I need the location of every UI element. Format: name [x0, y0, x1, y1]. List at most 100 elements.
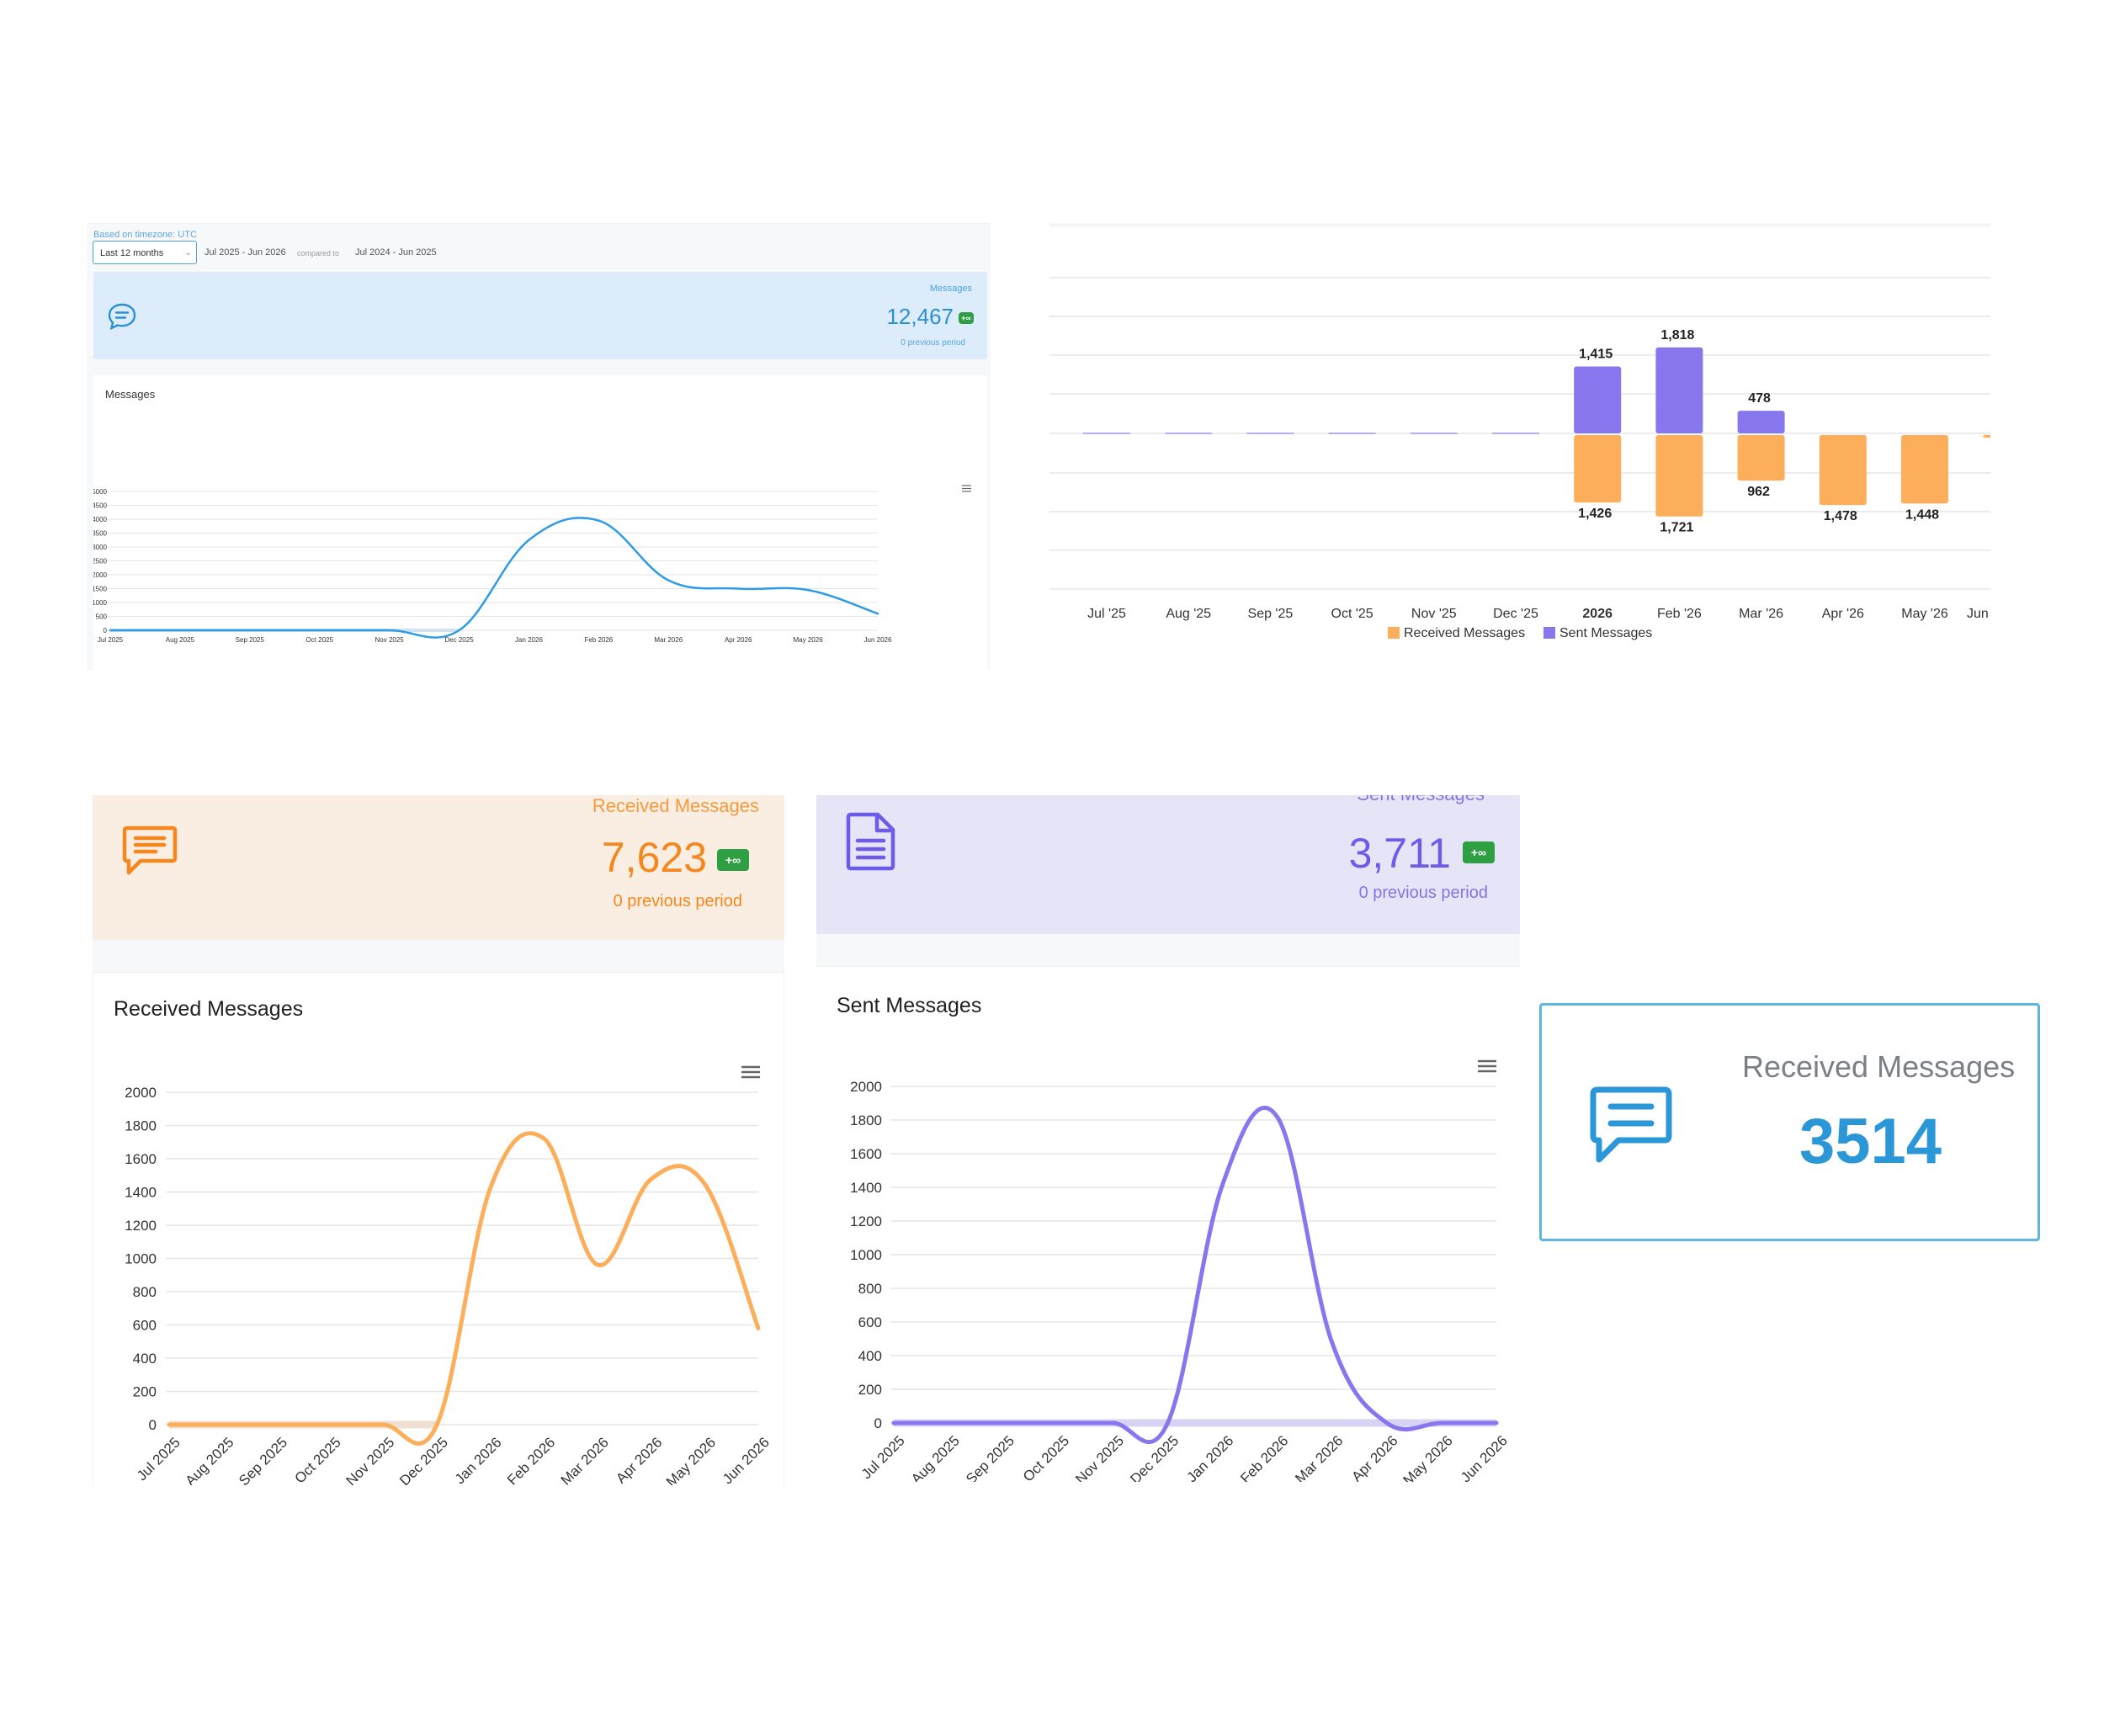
- y-tick-label: 3500: [93, 529, 108, 537]
- y-tick-label: 1800: [850, 1112, 882, 1128]
- x-tick-label: Mar 2026: [654, 636, 683, 644]
- x-tick-label: Apr 2026: [1348, 1432, 1400, 1482]
- kpi-label: Sent Messages: [1357, 795, 1485, 805]
- kpi-previous-period: 0 previous period: [613, 892, 742, 910]
- y-tick-label: 200: [858, 1382, 882, 1398]
- x-tick-label: Apr '26: [1822, 607, 1864, 621]
- bar-sent: [1655, 347, 1703, 433]
- bar-received: [1901, 435, 1948, 504]
- x-tick-label: Jan 2026: [1183, 1432, 1236, 1482]
- x-tick-label: May '26: [1901, 607, 1948, 621]
- chart-title: Messages: [105, 388, 156, 401]
- x-tick-label: Nov 2025: [343, 1434, 397, 1485]
- period-select-value: Last 12 months: [100, 248, 164, 258]
- x-tick-label: Jan 2026: [452, 1434, 505, 1485]
- received-line-chart: 0 200 400 600 800 1000 1200 1400 1600 1800 2000 Jul…: [125, 1065, 773, 1485]
- x-tick-label: Sep '25: [1248, 607, 1294, 621]
- x-tick-label: Jul 2025: [858, 1432, 908, 1482]
- change-badge: +∞: [717, 849, 749, 871]
- chat-bubble-icon: [122, 826, 178, 875]
- y-tick-label: 600: [133, 1317, 157, 1333]
- y-tick-label: 1800: [125, 1118, 157, 1133]
- y-tick-label: 400: [858, 1348, 882, 1364]
- chart-title: Received Messages: [114, 997, 304, 1021]
- y-tick-label: 1400: [850, 1180, 882, 1196]
- y-tick-label: 2500: [93, 557, 108, 565]
- x-tick-label: 2026: [1582, 607, 1613, 621]
- received-messages-card[interactable]: Received Messages 3514: [1539, 1003, 2040, 1241]
- compared-to-label: compared to: [297, 249, 340, 257]
- kpi-value: 12,467: [886, 304, 954, 329]
- y-tick-label: 1600: [850, 1146, 882, 1162]
- sent-chart-card: Sent Messages 0 200 400 600 800 1000 1200 1400 1…: [816, 966, 1520, 1482]
- x-tick-label: Feb '26: [1657, 607, 1702, 621]
- hamburger-menu-icon[interactable]: [962, 485, 971, 492]
- x-tick-label: Jun 2026: [1458, 1432, 1511, 1482]
- bar-received: [1574, 435, 1622, 503]
- x-tick-label: Oct '25: [1331, 607, 1373, 621]
- series-line: [109, 517, 879, 639]
- current-range: Jul 2025 - Jun 2026: [205, 247, 286, 257]
- x-tick-label: Feb 2026: [504, 1434, 558, 1485]
- y-tick-label: 1200: [125, 1218, 157, 1234]
- x-tick-label: Jul 2025: [134, 1434, 183, 1484]
- y-tick-label: 2000: [850, 1079, 882, 1095]
- stacked-messages-panel: Jul '25 Aug '25 Sep '25 Oct '25 Nov '25 Dec '…: [1049, 223, 1990, 648]
- y-tick-label: 600: [858, 1314, 882, 1330]
- bar-label: 1,448: [1905, 507, 1939, 522]
- y-tick-label: 200: [133, 1383, 157, 1399]
- y-tick-label: 1200: [850, 1213, 882, 1229]
- x-tick-label: Oct 2025: [1020, 1432, 1072, 1482]
- kpi-label: Received Messages: [592, 795, 759, 816]
- chevron-down-icon: ⌄: [184, 248, 192, 257]
- y-tick-label: 1000: [93, 599, 108, 607]
- kpi-value: 3,711: [1348, 830, 1451, 877]
- y-tick-label: 0: [874, 1415, 882, 1431]
- bar-received: [1655, 435, 1703, 517]
- hamburger-menu-icon[interactable]: [1478, 1059, 1496, 1073]
- series-line: [891, 1105, 1499, 1445]
- y-tick-label: 1600: [125, 1151, 157, 1167]
- x-tick-label: Aug 2025: [166, 636, 195, 644]
- y-tick-label: 400: [133, 1351, 157, 1367]
- stacked-bar-chart: Jul '25 Aug '25 Sep '25 Oct '25 Nov '25 Dec '…: [1049, 277, 1990, 640]
- x-tick-label: Jun 2026: [720, 1434, 773, 1485]
- bar-label: 962: [1747, 485, 1770, 499]
- legend-swatch: [1388, 627, 1400, 639]
- change-badge: +∞: [959, 312, 974, 324]
- period-select[interactable]: Last 12 months ⌄: [93, 241, 197, 264]
- x-tick-label: Apr 2026: [725, 636, 752, 644]
- x-tick-label: May 2026: [1400, 1432, 1456, 1482]
- x-tick-label: Apr 2026: [613, 1434, 665, 1485]
- kpi-previous-period: 0 previous period: [901, 338, 965, 348]
- kpi-previous-period: 0 previous period: [1358, 884, 1488, 902]
- x-tick-label: Oct 2025: [306, 636, 333, 644]
- x-tick-label: May 2026: [794, 636, 824, 644]
- x-tick-label: Sep 2025: [236, 636, 265, 644]
- x-tick-label: May 2026: [663, 1434, 719, 1485]
- received-chart-card: Received Messages 0 200 400 600 800 1000 1200 1…: [93, 972, 784, 1485]
- y-tick-label: 0: [104, 627, 108, 634]
- x-tick-label: Nov 2025: [1072, 1432, 1127, 1482]
- y-tick-label: 1400: [125, 1184, 157, 1200]
- y-tick-label: 4500: [93, 502, 108, 509]
- y-tick-label: 1500: [93, 585, 108, 592]
- messages-kpi-card: Messages 12,467 +∞ 0 previous period: [93, 272, 987, 359]
- chart-title: Sent Messages: [837, 994, 982, 1017]
- y-tick-label: 1000: [850, 1247, 882, 1263]
- received-kpi-card: Received Messages 7,623 +∞ 0 previous pe…: [93, 795, 784, 940]
- y-tick-label: 1000: [125, 1250, 157, 1266]
- y-tick-label: 3000: [93, 544, 108, 551]
- sent-line-chart: 0 200 400 600 800 1000 1200 1400 1600 1800 2000 Jul…: [850, 1059, 1511, 1482]
- x-tick-label: Mar 2026: [1292, 1432, 1346, 1482]
- bar-label: 478: [1748, 391, 1771, 406]
- hamburger-menu-icon[interactable]: [741, 1065, 760, 1079]
- bar-label: 1,478: [1824, 509, 1857, 523]
- chat-bubble-icon: [1590, 1086, 1672, 1163]
- messages-overview-panel: Based on timezone: UTC Last 12 months ⌄ …: [87, 223, 991, 670]
- x-tick-label: Aug '25: [1166, 607, 1211, 621]
- x-tick-label: Aug 2025: [183, 1434, 237, 1485]
- sent-kpi-card: Sent Messages 3,711 +∞ 0 previous period: [816, 795, 1520, 934]
- x-tick-label: Feb 2026: [1237, 1432, 1291, 1482]
- card-label: Received Messages: [1742, 1049, 2016, 1084]
